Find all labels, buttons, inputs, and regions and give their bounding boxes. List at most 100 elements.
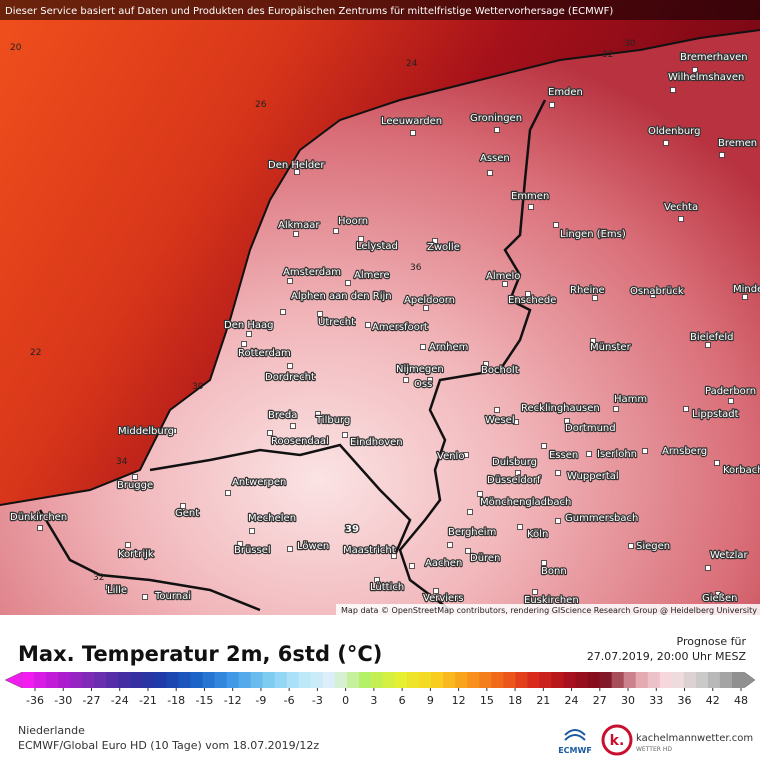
city-marker	[225, 490, 231, 496]
city-label: Minden	[733, 284, 760, 295]
city-label: Köln	[527, 529, 548, 540]
border-be-fr	[38, 509, 261, 612]
city-marker	[409, 563, 415, 569]
colorbar-segment	[419, 672, 432, 688]
city-label: Münster	[590, 342, 632, 353]
colorbar-segment	[407, 672, 420, 688]
city-label: Gent	[175, 508, 199, 519]
city-marker	[663, 140, 669, 146]
city-label: Siegen	[636, 541, 670, 552]
city-label: Lille	[107, 585, 127, 596]
contour-label: 39	[345, 524, 359, 535]
colorbar-tick-label: 18	[508, 694, 522, 707]
colorbar-segment	[587, 672, 601, 688]
colorbar-segment	[563, 672, 577, 688]
colorbar-segment	[527, 672, 540, 688]
colorbar-segment	[719, 672, 733, 688]
city-marker	[483, 361, 489, 367]
city-label: Hoorn	[338, 216, 368, 227]
city-marker	[345, 280, 351, 286]
city-label: Mechelen	[248, 513, 296, 524]
city-label: Bocholt	[481, 365, 519, 376]
city-label: Vechta	[664, 202, 698, 213]
city-marker	[241, 341, 247, 347]
city-label: Den Haag	[224, 320, 274, 331]
colorbar-segment	[370, 672, 384, 688]
city-label: Bremen	[718, 138, 757, 149]
colorbar-tick-label: -15	[195, 694, 213, 707]
city-marker	[517, 524, 523, 530]
city-label: Almere	[354, 270, 390, 281]
city-label: Dünkirchen	[10, 512, 67, 523]
city-marker	[467, 509, 473, 515]
colorbar-tick-label: 42	[706, 694, 720, 707]
city-label: Lippstadt	[692, 409, 739, 420]
city-label: Utrecht	[318, 317, 355, 328]
city-label: Euskirchen	[524, 595, 579, 606]
contour-label: 24	[406, 59, 418, 69]
city-label: Lingen (Ems)	[560, 229, 626, 240]
city-label: Bergheim	[448, 527, 496, 538]
city-marker	[553, 222, 559, 228]
colorbar-segment	[443, 672, 456, 688]
city-label: Bremerhaven	[680, 52, 748, 63]
city-label: Rheine	[570, 285, 605, 296]
city-label: Gummersbach	[565, 513, 638, 524]
city-marker	[715, 591, 721, 597]
colorbar-tick-label: 21	[536, 694, 550, 707]
colorbar-tick-label: 3	[370, 694, 377, 707]
ecmwf-icon	[564, 729, 586, 741]
colorbar-tick-label: 30	[621, 694, 635, 707]
colorbar-segment	[226, 672, 240, 688]
notice: Dieser Service basiert auf Daten und Pro…	[5, 6, 613, 17]
city-marker	[692, 67, 698, 73]
city-label: Amersfoort	[372, 322, 428, 333]
footer: Max. Temperatur 2m, 6std (°C) Prognose f…	[18, 635, 753, 756]
city-marker	[586, 451, 592, 457]
border-nl-be	[149, 443, 412, 556]
colorbar-segment	[358, 672, 372, 688]
city-label: Zwolle	[427, 242, 460, 253]
colorbar-tick-label: -18	[167, 694, 185, 707]
colorbar-tick-label: 12	[452, 694, 466, 707]
colorbar-segment	[142, 672, 155, 688]
city-marker	[287, 278, 293, 284]
city-label: Lelystad	[356, 241, 398, 252]
title: Max. Temperatur 2m, 6std (°C)	[18, 642, 382, 666]
city-marker	[410, 130, 416, 136]
city-marker	[555, 518, 561, 524]
city-marker	[541, 443, 547, 449]
contour-label: 36	[410, 263, 422, 273]
city-marker	[564, 418, 570, 424]
city-label: Alkmaar	[278, 220, 320, 231]
brand-icon: k.	[610, 733, 625, 749]
city-marker	[463, 452, 469, 458]
notice-bar	[0, 0, 760, 20]
colorbar-segment	[539, 672, 552, 688]
coastline	[0, 29, 760, 506]
city-label: Lüttich	[370, 582, 404, 593]
city-label: Hamm	[614, 394, 647, 405]
city-marker	[237, 541, 243, 547]
colorbar-segment	[166, 672, 179, 688]
city-label: Antwerpen	[232, 477, 286, 488]
city-marker	[613, 406, 619, 412]
city-label: Wetzlar	[710, 550, 749, 561]
city-marker	[487, 170, 493, 176]
city-marker	[515, 470, 521, 476]
city-marker	[342, 432, 348, 438]
city-marker	[555, 470, 561, 476]
colorbar-segment	[202, 672, 216, 688]
colorbar-segment	[647, 672, 661, 688]
city-marker	[705, 565, 711, 571]
colorbar-segment	[238, 672, 252, 688]
city-marker	[502, 281, 508, 287]
city-label: Apeldoorn	[404, 295, 455, 306]
sea	[0, 0, 760, 505]
colorbar-segment	[70, 672, 83, 688]
city-label: Roosendaal	[271, 436, 329, 447]
ecmwf-logo: ECMWF	[558, 746, 592, 755]
city-label: Arnsberg	[662, 446, 707, 457]
city-label: Aachen	[425, 558, 462, 569]
